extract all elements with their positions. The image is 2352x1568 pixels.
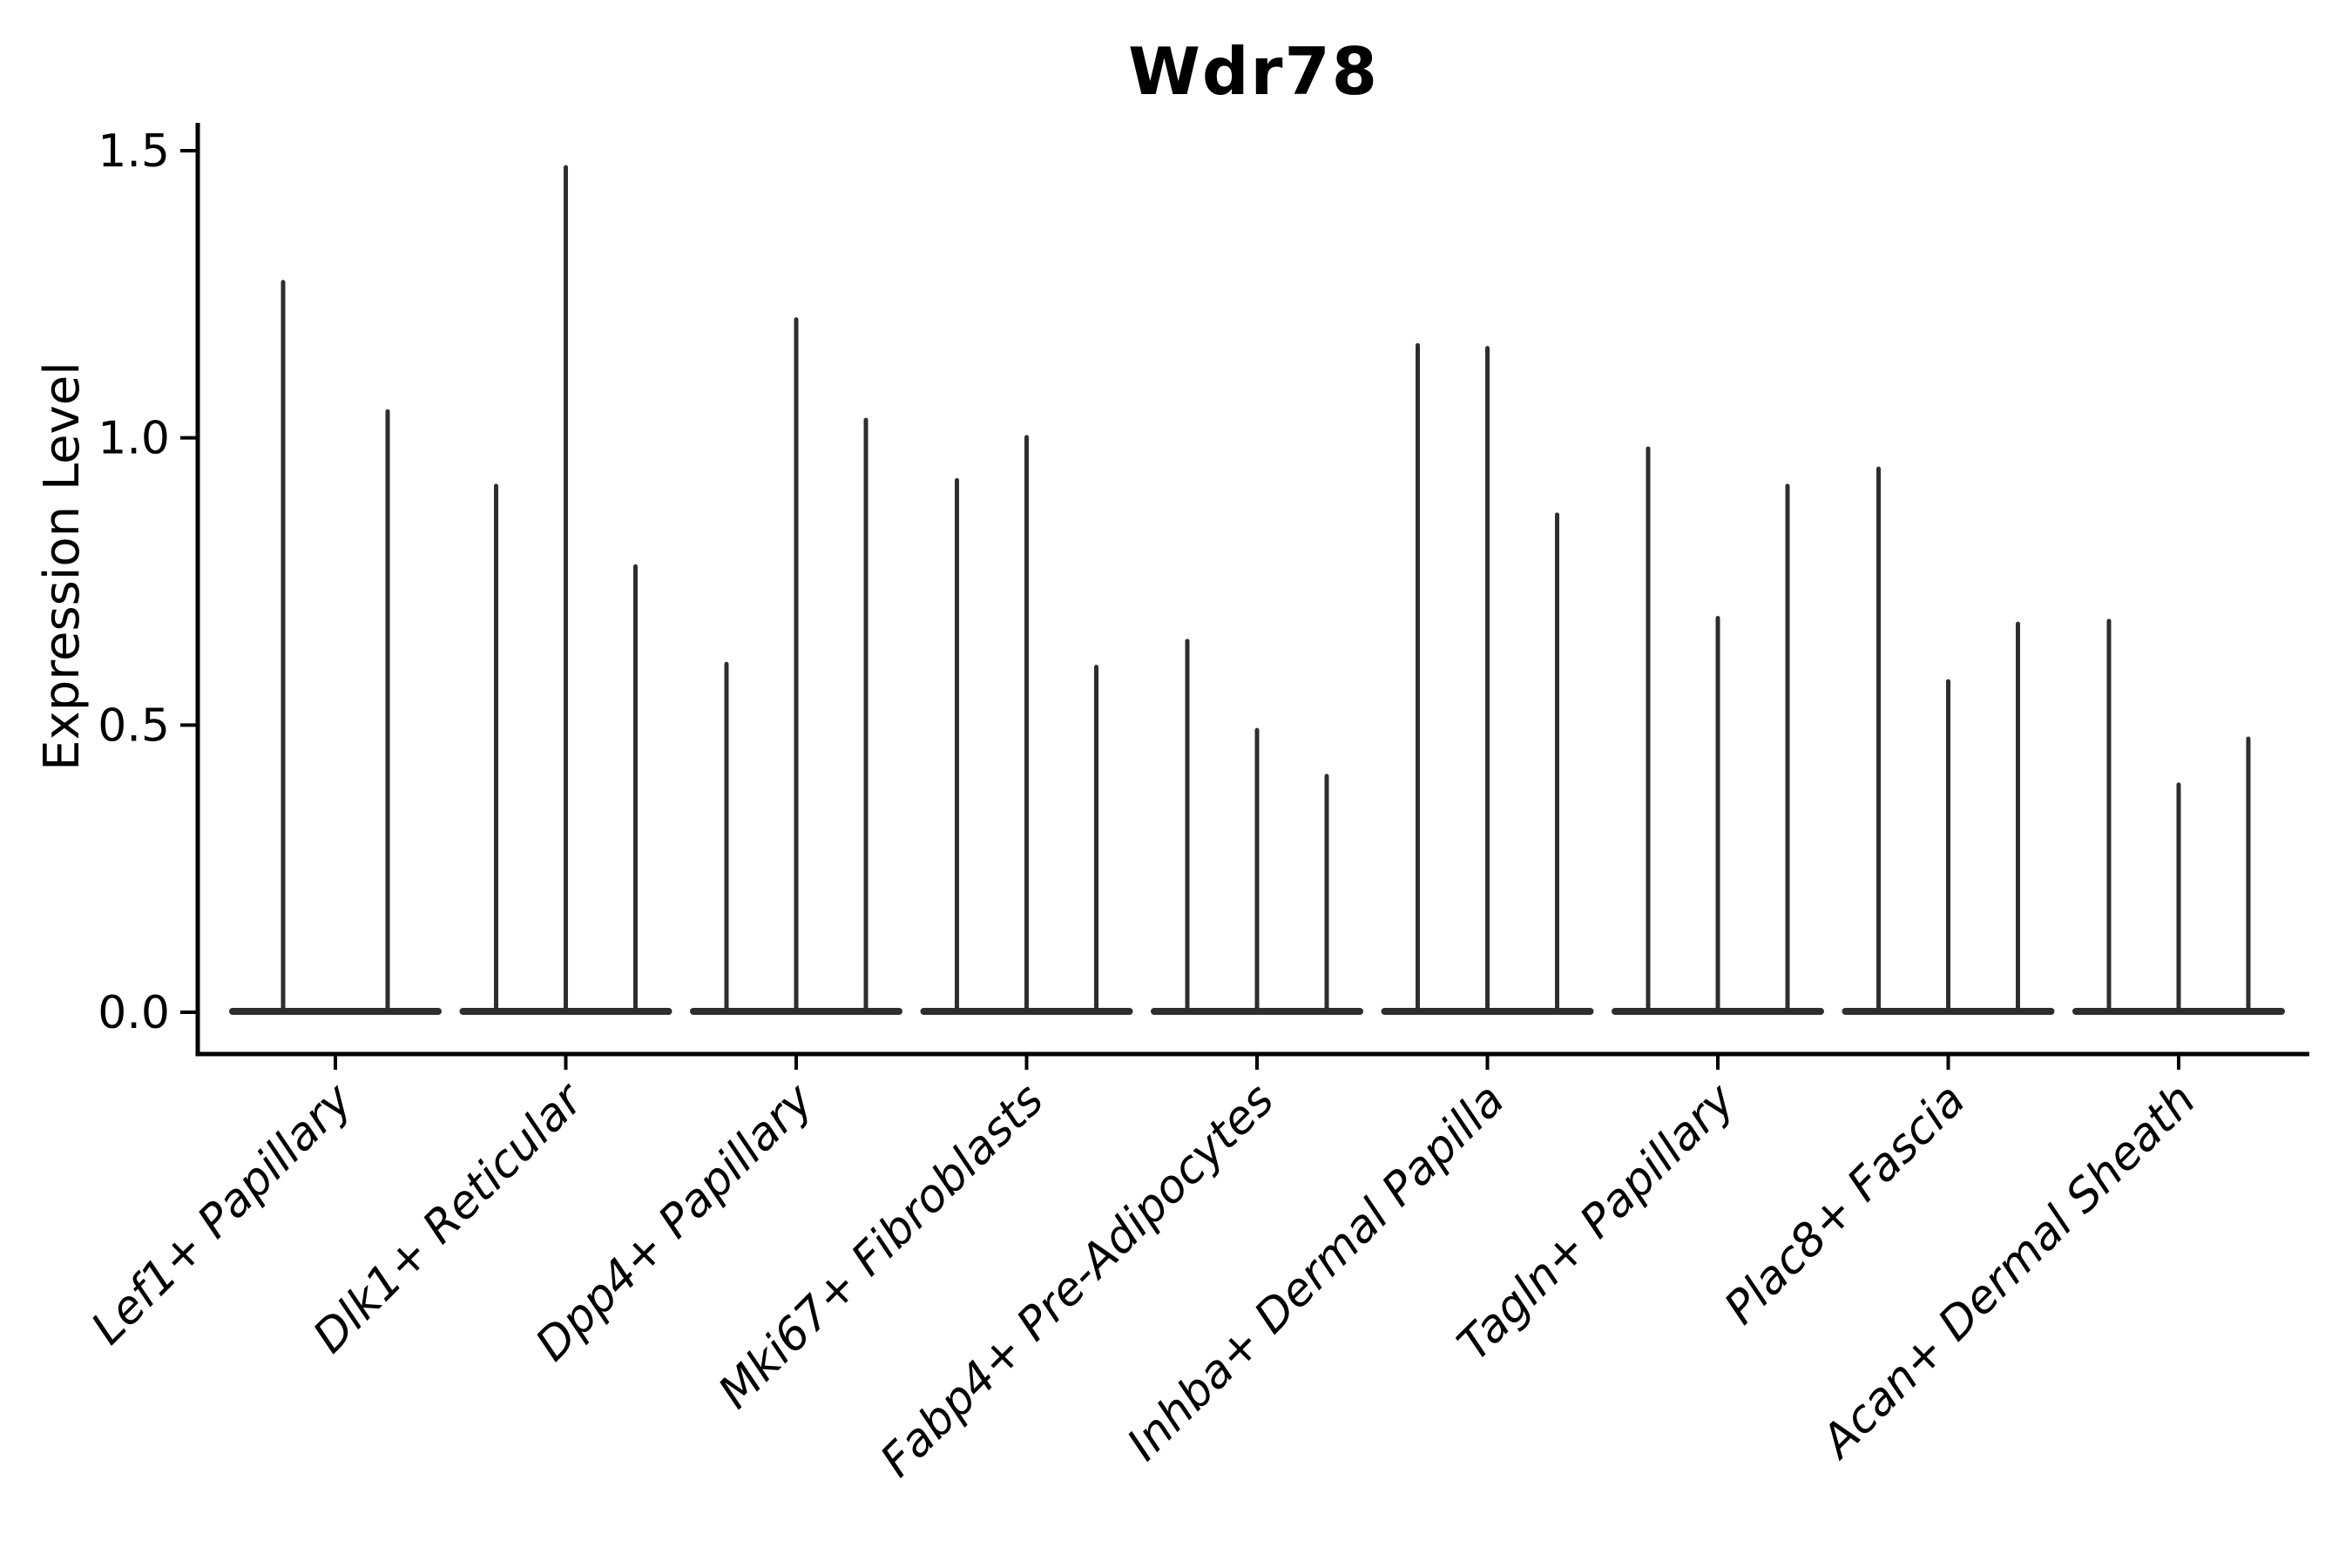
violin-spike [1485, 346, 1490, 1014]
violin-spike [280, 280, 286, 1014]
violin-spike [1646, 446, 1651, 1014]
violin-base [229, 1008, 442, 1015]
violin-spike [955, 477, 959, 1014]
x-tick-label: Plac8+ Fascia [1714, 1074, 1975, 1335]
violin-spike [2176, 782, 2181, 1014]
violin-spike [1715, 616, 1720, 1014]
violin-spike [1094, 665, 1098, 1014]
violin-spike [2106, 618, 2112, 1014]
x-tick-label: Acan+ Dermal Sheath [1810, 1074, 2206, 1470]
y-tick-label: 1.5 [98, 125, 170, 178]
violin-spike [1785, 483, 1790, 1014]
violin-spike [794, 317, 799, 1014]
violin-spike [1324, 774, 1329, 1014]
violin-spike [724, 661, 729, 1014]
y-tick-label: 0.0 [98, 987, 170, 1039]
violin-spike [564, 165, 568, 1014]
violin-spike [863, 417, 868, 1014]
violin-spike [1946, 679, 1950, 1014]
violin-spike [1876, 466, 1881, 1014]
violin-spike [1555, 512, 1559, 1014]
x-tick-label: Fabp4+ Pre-Adipocytes [871, 1074, 1285, 1488]
violin-spike [633, 564, 638, 1014]
violin-spike [385, 409, 390, 1014]
violin-spike [1254, 727, 1260, 1014]
violin-spike [2016, 621, 2020, 1014]
violin-spike [1185, 639, 1190, 1014]
x-tick-label: Inhba+ Dermal Papilla [1118, 1074, 1515, 1471]
violin-spike [2246, 736, 2251, 1014]
chart-title: Wdr78 [1128, 33, 1379, 110]
violin-spike [1024, 435, 1029, 1014]
violin-spike [1416, 342, 1420, 1014]
violin-spike [494, 483, 498, 1014]
y-tick-label: 0.5 [98, 700, 170, 752]
y-tick-label: 1.0 [98, 413, 170, 465]
